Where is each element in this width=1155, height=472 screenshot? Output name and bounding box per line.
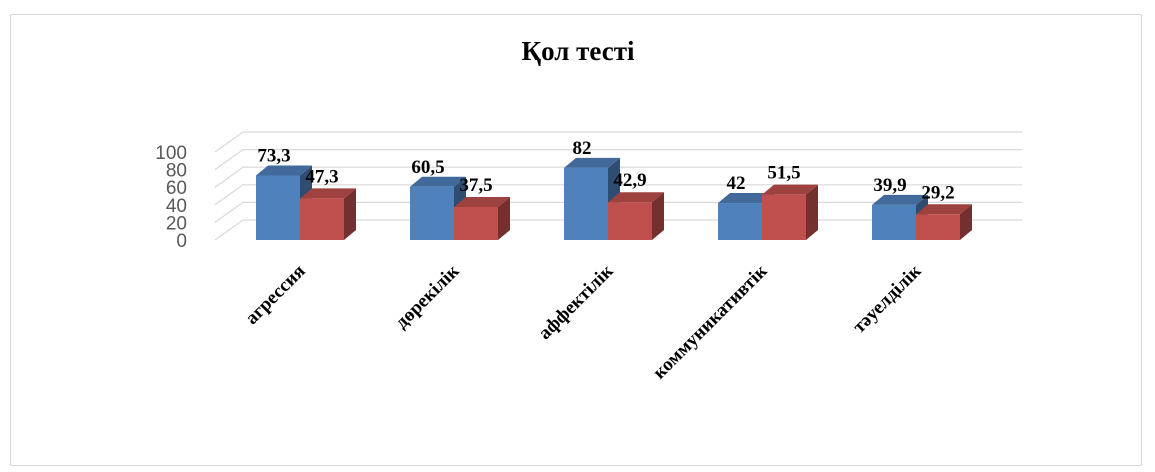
bar-top — [410, 176, 466, 187]
y-tick-label: 60 — [166, 178, 187, 199]
bar-top — [256, 165, 312, 176]
data-label: 73,3 — [257, 145, 290, 166]
bar-top — [608, 192, 664, 203]
bar-top — [564, 157, 620, 168]
bar-top — [916, 204, 972, 215]
x-tick-label: агрессия — [241, 261, 309, 329]
gridline — [214, 149, 1022, 171]
data-labels: 73,3 47,3 60,5 37,5 82 42,9 42 51,5 39,9 29,2 — [257, 138, 954, 203]
y-tick-label: 0 — [176, 231, 187, 252]
x-tick-label: коммуникативтік — [649, 261, 772, 384]
data-label: 60,5 — [411, 157, 444, 178]
bar — [718, 203, 762, 240]
y-tick-label: 40 — [166, 196, 187, 217]
bar-top — [718, 193, 774, 204]
data-label: 29,2 — [921, 182, 954, 203]
y-tick-label: 100 — [155, 143, 187, 164]
bar-top — [454, 197, 510, 207]
y-tick-label: 80 — [166, 161, 187, 182]
bar — [454, 207, 498, 240]
x-tick-label: дөрекілік — [391, 261, 463, 333]
bar-side — [344, 188, 356, 240]
bar — [410, 186, 454, 240]
bar — [564, 167, 608, 240]
gridline — [214, 131, 1022, 153]
bar-side — [806, 184, 818, 240]
data-label: 42,9 — [613, 170, 646, 191]
chart-title: Қол тесті — [522, 36, 635, 66]
data-label: 42 — [727, 173, 746, 194]
y-tick-label: 20 — [166, 213, 187, 234]
data-label: 47,3 — [305, 166, 338, 187]
bar — [872, 204, 916, 240]
bar-side — [498, 197, 510, 240]
bar — [256, 175, 300, 240]
gridline — [214, 184, 1022, 206]
bars — [256, 157, 972, 240]
gridline — [214, 166, 1022, 188]
bar — [762, 194, 806, 240]
x-axis-ticks: агрессия дөрекілік аффектілік коммуникативт… — [241, 261, 925, 384]
bar-side — [652, 192, 664, 240]
data-label: 82 — [573, 138, 592, 159]
data-label: 39,9 — [873, 175, 906, 196]
bar — [300, 198, 344, 240]
bar-top — [300, 188, 356, 199]
bar — [916, 214, 960, 240]
bar-top — [872, 194, 928, 205]
x-tick-label: тәуелділік — [849, 261, 926, 338]
bar — [608, 202, 652, 240]
data-label: 37,5 — [459, 175, 492, 196]
bar-side — [960, 204, 972, 240]
x-tick-label: аффектілік — [534, 261, 617, 344]
data-label: 51,5 — [767, 163, 800, 184]
bar-top — [762, 184, 818, 195]
